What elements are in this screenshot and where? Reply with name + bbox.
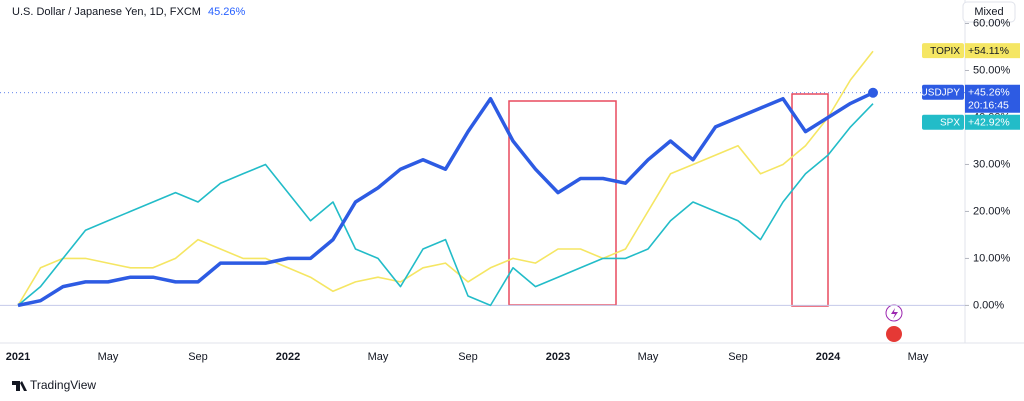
last-value-label: +54.11% (968, 45, 1009, 57)
x-tick-label: 2024 (816, 351, 841, 363)
y-tick-label: 20.00% (973, 205, 1011, 217)
series-name: USDJPY (921, 87, 961, 98)
event-icon-glyph (891, 308, 898, 319)
series-line (17, 103, 874, 307)
flag-icon[interactable] (886, 326, 902, 342)
x-tick-label: May (638, 351, 659, 363)
countdown: 20:16:45 (968, 100, 1009, 112)
x-tick-label: Sep (188, 351, 208, 363)
highlight-box (791, 93, 829, 307)
series-name-tag (922, 84, 964, 100)
x-tick-label: May (368, 351, 389, 363)
series-name: SPX (940, 117, 960, 128)
last-value-label: +42.92% (968, 117, 1010, 129)
x-tick-label: Sep (728, 351, 748, 363)
series-name: TOPIX (930, 46, 960, 57)
series-name-tag (922, 114, 964, 130)
y-tick-label: 10.00% (973, 252, 1011, 264)
brand-logo (12, 381, 27, 391)
y-tick-label: 60.00% (973, 17, 1011, 29)
last-value-label: +45.26% (968, 87, 1010, 99)
x-tick-label: 2023 (546, 351, 570, 363)
brand-name: TradingView (30, 378, 96, 392)
last-value-tag (965, 114, 1020, 130)
y-tick-label: 30.00% (973, 158, 1011, 170)
series-line (17, 91, 874, 308)
title-value: 45.26% (208, 6, 246, 18)
series-name-tag (922, 43, 964, 59)
x-tick-label: May (908, 351, 929, 363)
scale-mode-label[interactable]: Mixed (974, 6, 1003, 18)
last-value-tag (965, 84, 1020, 113)
scale-mode-button[interactable] (962, 1, 1016, 23)
last-value-tag (965, 43, 1020, 59)
y-tick-label: 50.00% (973, 64, 1011, 76)
x-tick-label: May (98, 351, 119, 363)
x-tick-label: 2022 (276, 351, 300, 363)
y-tick-label: 0.00% (973, 299, 1004, 311)
series-line (17, 50, 874, 306)
x-tick-label: 2021 (6, 351, 30, 363)
x-tick-label: Sep (458, 351, 478, 363)
last-point (868, 87, 878, 98)
chart-title: U.S. Dollar / Japanese Yen, 1D, FXCM (12, 6, 201, 18)
